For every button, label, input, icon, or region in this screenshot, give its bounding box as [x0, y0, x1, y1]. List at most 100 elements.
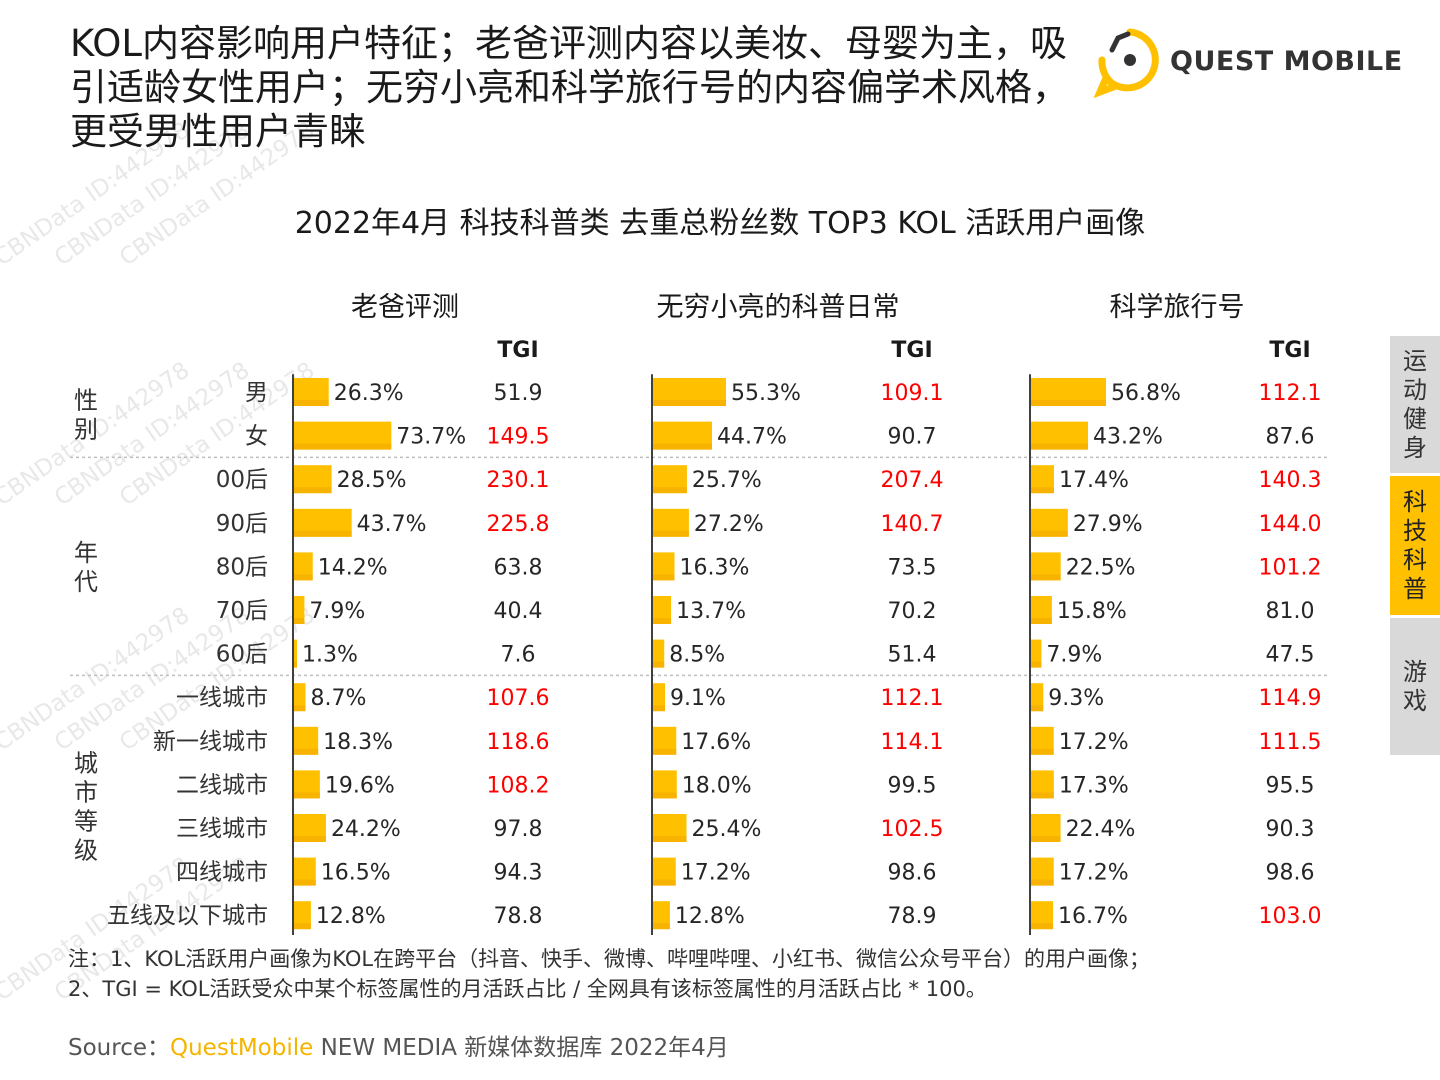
bar-shadow — [294, 705, 306, 712]
tab-sports-fitness[interactable]: 运 动 健 身 — [1390, 336, 1440, 476]
bar-value-label: 73.7% — [396, 425, 466, 450]
group-label-char: 级 — [74, 837, 98, 865]
tgi-value-high: 225.8 — [487, 512, 550, 537]
bar-shadow — [1031, 530, 1068, 537]
bar-value-label: 16.7% — [1058, 904, 1128, 929]
bar-shadow — [653, 792, 677, 799]
bar-value-label: 27.2% — [694, 512, 764, 537]
bar-shadow — [653, 879, 676, 886]
tgi-value: 90.3 — [1266, 817, 1315, 842]
bar-shadow — [294, 443, 392, 450]
group-label-char: 城 — [74, 750, 98, 778]
tab-char: 科 — [1403, 487, 1427, 516]
bar-shadow — [653, 487, 687, 494]
bar-value-label: 28.5% — [337, 468, 407, 493]
group-label-char: 代 — [74, 568, 98, 596]
bar-shadow — [653, 574, 675, 581]
bar-value-label: 19.6% — [325, 773, 395, 798]
bar-value-label: 13.7% — [676, 599, 746, 624]
bar-value-label: 17.2% — [1059, 861, 1129, 886]
tgi-value: 51.4 — [888, 643, 937, 668]
bar-shadow — [294, 574, 313, 581]
bar-value-label: 17.4% — [1059, 468, 1129, 493]
tab-games[interactable]: 游 戏 — [1390, 618, 1440, 758]
bar-value-label: 8.7% — [310, 686, 366, 711]
tgi-value: 51.9 — [494, 381, 543, 406]
bar-shadow — [1031, 661, 1042, 668]
tab-char: 身 — [1403, 433, 1427, 462]
bar-shadow — [653, 661, 665, 668]
tgi-value: 47.5 — [1266, 643, 1315, 668]
bar — [1031, 901, 1054, 930]
bar-shadow — [1031, 618, 1052, 624]
tab-char: 动 — [1403, 375, 1427, 404]
bar-value-label: 25.4% — [692, 817, 762, 842]
bar-shadow — [1031, 792, 1054, 799]
tgi-value: 81.0 — [1266, 599, 1315, 624]
tgi-value: 90.7 — [888, 425, 937, 450]
tgi-value-high: 107.6 — [487, 686, 550, 711]
category-label: 三线城市 — [176, 816, 268, 842]
bar-value-label: 17.6% — [681, 730, 751, 755]
bar-value-label: 7.9% — [1046, 643, 1102, 668]
bar — [1031, 857, 1054, 886]
bar — [653, 596, 672, 624]
bar-value-label: 55.3% — [731, 381, 801, 406]
bar-value-label: 9.1% — [670, 686, 726, 711]
bar-value-label: 18.0% — [682, 773, 752, 798]
bar-shadow — [653, 400, 726, 406]
tgi-value: 78.9 — [888, 904, 937, 929]
source-line: Source：QuestMobile NEW MEDIA 新媒体数据库 2022… — [68, 1028, 729, 1062]
bar-value-label: 25.7% — [692, 468, 762, 493]
category-sidebar: 运 动 健 身 科 技 科 普 游 戏 — [1390, 336, 1440, 758]
source-prefix: Source： — [68, 1035, 170, 1061]
bar — [653, 552, 675, 581]
chart-title: 2022年4月 科技科普类 去重总粉丝数 TOP3 KOL 活跃用户画像 — [294, 206, 1146, 241]
bar — [294, 857, 316, 886]
bar-shadow — [294, 748, 319, 755]
bar-shadow — [1031, 705, 1044, 712]
tgi-value: 70.2 — [888, 599, 937, 624]
quest-mobile-logo: QUEST MOBILE — [1090, 20, 1402, 100]
tgi-value: 87.6 — [1266, 425, 1315, 450]
bar — [653, 683, 666, 712]
bar-shadow — [294, 400, 329, 406]
bar-value-label: 16.5% — [321, 861, 391, 886]
category-label: 新一线城市 — [153, 729, 268, 755]
tgi-value-high: 111.5 — [1259, 730, 1322, 755]
group-label-char: 市 — [74, 779, 98, 807]
tab-science-tech[interactable]: 科 技 科 普 — [1390, 476, 1440, 618]
tgi-value-high: 114.9 — [1259, 686, 1322, 711]
tab-char: 健 — [1403, 404, 1427, 433]
tgi-value-high: 230.1 — [487, 468, 550, 493]
tab-char: 技 — [1403, 516, 1427, 545]
bar-value-label: 43.2% — [1093, 425, 1163, 450]
tgi-value-high: 149.5 — [487, 425, 550, 450]
bar-shadow — [294, 792, 320, 799]
bar — [294, 596, 305, 624]
category-label: 70后 — [216, 598, 268, 624]
bar — [294, 683, 306, 712]
bar-value-label: 17.2% — [681, 861, 751, 886]
footnote-2: 2、TGI = KOL活跃受众中某个标签属性的月活跃占比 / 全网具有该标签属性… — [68, 977, 987, 1001]
bar — [653, 770, 677, 799]
bar — [294, 552, 313, 581]
bar-shadow — [1031, 400, 1106, 406]
bar-value-label: 12.8% — [675, 904, 745, 929]
category-label: 二线城市 — [176, 772, 268, 798]
tgi-value-high: 140.7 — [881, 512, 944, 537]
bar-value-label: 7.9% — [309, 599, 365, 624]
bar-shadow — [294, 661, 297, 668]
bar — [1031, 683, 1044, 712]
tgi-value-high: 144.0 — [1259, 512, 1322, 537]
bar-value-label: 56.8% — [1111, 381, 1181, 406]
bar-value-label: 18.3% — [323, 730, 393, 755]
bar-shadow — [1031, 923, 1054, 930]
tgi-value-high: 140.3 — [1259, 468, 1322, 493]
bar-value-label: 15.8% — [1057, 599, 1127, 624]
tgi-value-high: 109.1 — [881, 381, 944, 406]
bar-value-label: 26.3% — [334, 381, 404, 406]
bar-shadow — [1031, 748, 1054, 755]
bar-shadow — [294, 530, 352, 537]
